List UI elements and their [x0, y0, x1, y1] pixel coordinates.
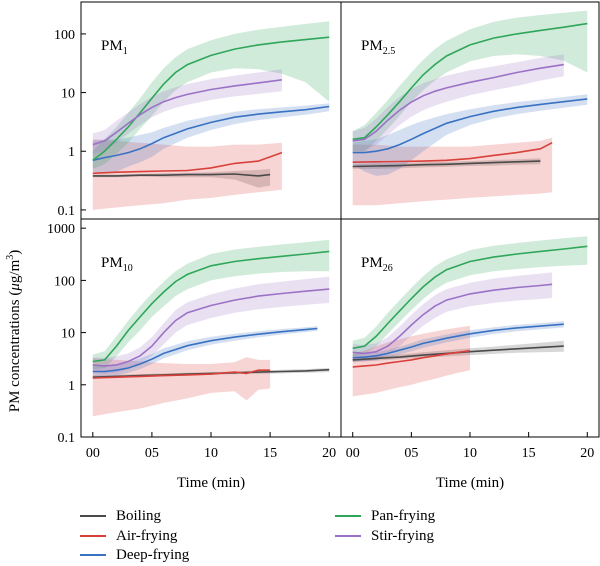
band-pm10-stir-frying: [92, 276, 330, 375]
legend-item-deep-frying: Deep-frying: [80, 545, 189, 565]
panel-pm26: PM26 00 05 10 15 20 Time (min): [340, 218, 600, 491]
legend-item-stir-frying: Stir-frying: [335, 526, 434, 546]
y-axis-label-base: PM concentrations (: [7, 291, 23, 413]
legend-label-pan-frying: Pan-frying: [371, 507, 436, 524]
legend-label-air-frying: Air-frying: [116, 527, 178, 544]
band-pm26-pan-frying: [352, 236, 588, 357]
panel-label-sub-pm25: 2.5: [383, 46, 396, 57]
x-tick-label-pm10-1: 05: [145, 446, 159, 461]
panel-pm1: PM1 0.1 1 10 100: [54, 1, 342, 220]
x-tick-label-pm10-2: 10: [204, 446, 218, 461]
y-tick-label-pm1-3: 100: [54, 28, 75, 43]
line-pm10-stir-frying: [92, 288, 330, 367]
x-axis-label-pm10: Time (min): [177, 475, 245, 491]
x-tick-label-pm10-4: 20: [322, 446, 336, 461]
legend-label-deep-frying: Deep-frying: [116, 546, 190, 563]
line-pm10-pan-frying: [92, 250, 330, 363]
line-pm25-boiling: [352, 160, 541, 168]
legend-item-boiling: Boiling: [80, 506, 161, 526]
line-pm26-deep-frying: [352, 323, 564, 359]
legend-label-boiling: Boiling: [116, 507, 162, 524]
x-tick-label-pm10-0: 00: [86, 446, 100, 461]
line-pm10-air-frying: [92, 369, 271, 379]
x-axis-label-pm26: Time (min): [436, 475, 504, 491]
y-axis-label-unit: g/m: [7, 259, 23, 283]
panel-pm25: PM2.5: [340, 1, 600, 220]
y-tick-label-pm1-2: 10: [61, 87, 75, 102]
y-tick-label-pm10-4: 1000: [47, 222, 75, 237]
line-pm25-stir-frying: [352, 63, 564, 142]
band-pm10-deep-frying: [92, 326, 318, 378]
x-tick-label-pm26-4: 20: [580, 446, 594, 461]
panel-label-pm26: PM26: [361, 255, 393, 274]
y-tick-label-pm10-2: 10: [61, 327, 75, 342]
line-pm1-stir-frying: [92, 79, 283, 146]
band-pm26-air-frying: [352, 325, 470, 397]
legend-swatch-pan-frying: [335, 515, 361, 517]
band-pm10-air-frying: [92, 357, 271, 417]
panel-label-sub-pm10: 10: [123, 263, 133, 274]
panel-label-sub-pm26: 26: [383, 263, 393, 274]
panel-label-pm25: PM2.5: [361, 38, 395, 57]
x-tick-label-pm26-0: 00: [346, 446, 360, 461]
panel-label-sub-pm1: 1: [123, 46, 128, 57]
band-pm1-pan-frying: [92, 21, 330, 169]
band-pm25-pan-frying: [352, 10, 588, 152]
panel-label-pm10: PM10: [101, 255, 133, 274]
band-pm1-deep-frying: [92, 103, 330, 174]
y-tick-label-pm1-0: 0.1: [58, 204, 76, 219]
legend-item-air-frying: Air-frying: [80, 526, 177, 546]
x-tick-label-pm26-2: 10: [463, 446, 477, 461]
y-axis-label-close: ): [7, 250, 23, 255]
legend-swatch-boiling: [80, 515, 106, 517]
line-pm1-boiling: [92, 173, 271, 177]
y-axis-label-mu: μ: [7, 283, 23, 292]
band-pm25-deep-frying: [352, 94, 588, 176]
x-tick-label-pm10-3: 15: [263, 446, 277, 461]
panel-label-pm1: PM1: [101, 38, 128, 57]
line-pm1-pan-frying: [92, 36, 330, 161]
line-pm10-deep-frying: [92, 327, 318, 373]
line-pm25-pan-frying: [352, 22, 588, 141]
line-pm26-air-frying: [352, 349, 471, 368]
legend-swatch-air-frying: [80, 535, 106, 537]
legend-item-pan-frying: Pan-frying: [335, 506, 435, 526]
x-tick-label-pm26-1: 05: [404, 446, 418, 461]
band-pm10-pan-frying: [92, 239, 330, 370]
band-pm26-stir-frying: [352, 272, 553, 362]
y-axis-label-exp: 3: [5, 255, 16, 260]
band-pm25-stir-frying: [352, 54, 564, 152]
band-pm1-stir-frying: [92, 69, 282, 154]
x-tick-label-pm26-3: 15: [522, 446, 536, 461]
line-pm26-stir-frying: [352, 283, 553, 355]
legend-swatch-deep-frying: [80, 554, 106, 556]
legend-swatch-stir-frying: [335, 535, 361, 537]
y-axis-label: PM concentrations (μg/m3): [5, 250, 23, 413]
line-pm1-deep-frying: [92, 105, 330, 162]
y-tick-label-pm10-1: 1: [68, 379, 75, 394]
panel-pm10: PM10 0.1 1 10 100 1000 00 05 10 15 20 Time (min): [47, 218, 342, 491]
legend-label-stir-frying: Stir-frying: [371, 527, 435, 544]
y-tick-label-pm1-1: 1: [68, 145, 75, 160]
line-pm25-deep-frying: [352, 98, 588, 154]
y-tick-label-pm10-3: 100: [54, 274, 75, 289]
line-pm26-pan-frying: [352, 245, 588, 350]
line-pm25-air-frying: [352, 141, 553, 163]
y-tick-label-pm10-0: 0.1: [58, 431, 76, 446]
line-pm1-air-frying: [92, 151, 283, 175]
band-pm26-deep-frying: [352, 321, 564, 362]
legend: Boiling Air-frying Deep-frying Pan-fryin…: [80, 500, 580, 564]
